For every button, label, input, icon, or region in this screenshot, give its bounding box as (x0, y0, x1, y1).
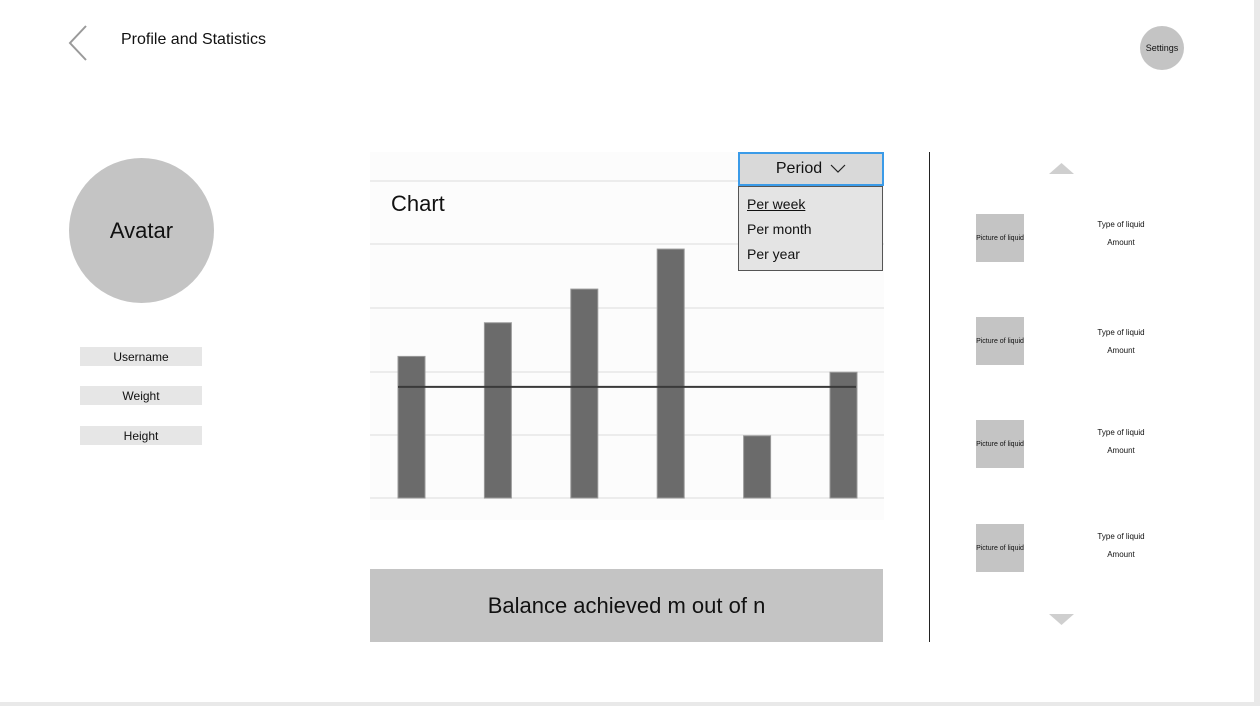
chart-bar (743, 435, 772, 499)
liquid-amount: Amount (1107, 446, 1135, 455)
period-dropdown[interactable]: Period (738, 152, 884, 186)
period-option-month[interactable]: Per month (747, 221, 812, 237)
liquid-picture[interactable]: Picture of liquid (976, 524, 1024, 572)
period-option-week[interactable]: Per week (747, 196, 806, 212)
liquid-picture[interactable]: Picture of liquid (976, 317, 1024, 365)
liquid-type: Type of liquid (1097, 220, 1145, 229)
page-title: Profile and Statistics (121, 31, 266, 48)
chart-bar (483, 322, 512, 499)
liquid-type: Type of liquid (1097, 532, 1145, 541)
window-edge-bottom (0, 702, 1260, 706)
bar-chart (370, 180, 884, 499)
avatar[interactable]: Avatar (69, 158, 214, 303)
settings-button[interactable]: Settings (1140, 26, 1184, 70)
balance-summary: Balance achieved m out of n (370, 569, 883, 642)
period-label: Period (775, 160, 823, 177)
weight-field[interactable]: Weight (80, 386, 202, 405)
chart-bar (829, 371, 858, 499)
liquid-amount: Amount (1107, 346, 1135, 355)
back-arrow-icon[interactable] (64, 24, 94, 62)
chart-bar (397, 355, 426, 499)
chart-bar (656, 248, 685, 499)
scroll-down-icon[interactable] (1049, 612, 1074, 630)
chart-title: Chart (391, 191, 445, 216)
liquid-picture[interactable]: Picture of liquid (976, 420, 1024, 468)
panel-divider (929, 152, 930, 642)
period-option-year[interactable]: Per year (747, 246, 800, 262)
username-field[interactable]: Username (80, 347, 202, 366)
chevron-down-icon (830, 164, 846, 173)
liquid-type: Type of liquid (1097, 428, 1145, 437)
period-menu: Per week Per month Per year (738, 186, 883, 271)
chart-bar (570, 288, 599, 499)
window-edge-right (1254, 0, 1260, 706)
height-field[interactable]: Height (80, 426, 202, 445)
liquid-type: Type of liquid (1097, 328, 1145, 337)
liquid-amount: Amount (1107, 550, 1135, 559)
liquid-picture[interactable]: Picture of liquid (976, 214, 1024, 262)
liquid-amount: Amount (1107, 238, 1135, 247)
scroll-up-icon[interactable] (1049, 162, 1074, 180)
